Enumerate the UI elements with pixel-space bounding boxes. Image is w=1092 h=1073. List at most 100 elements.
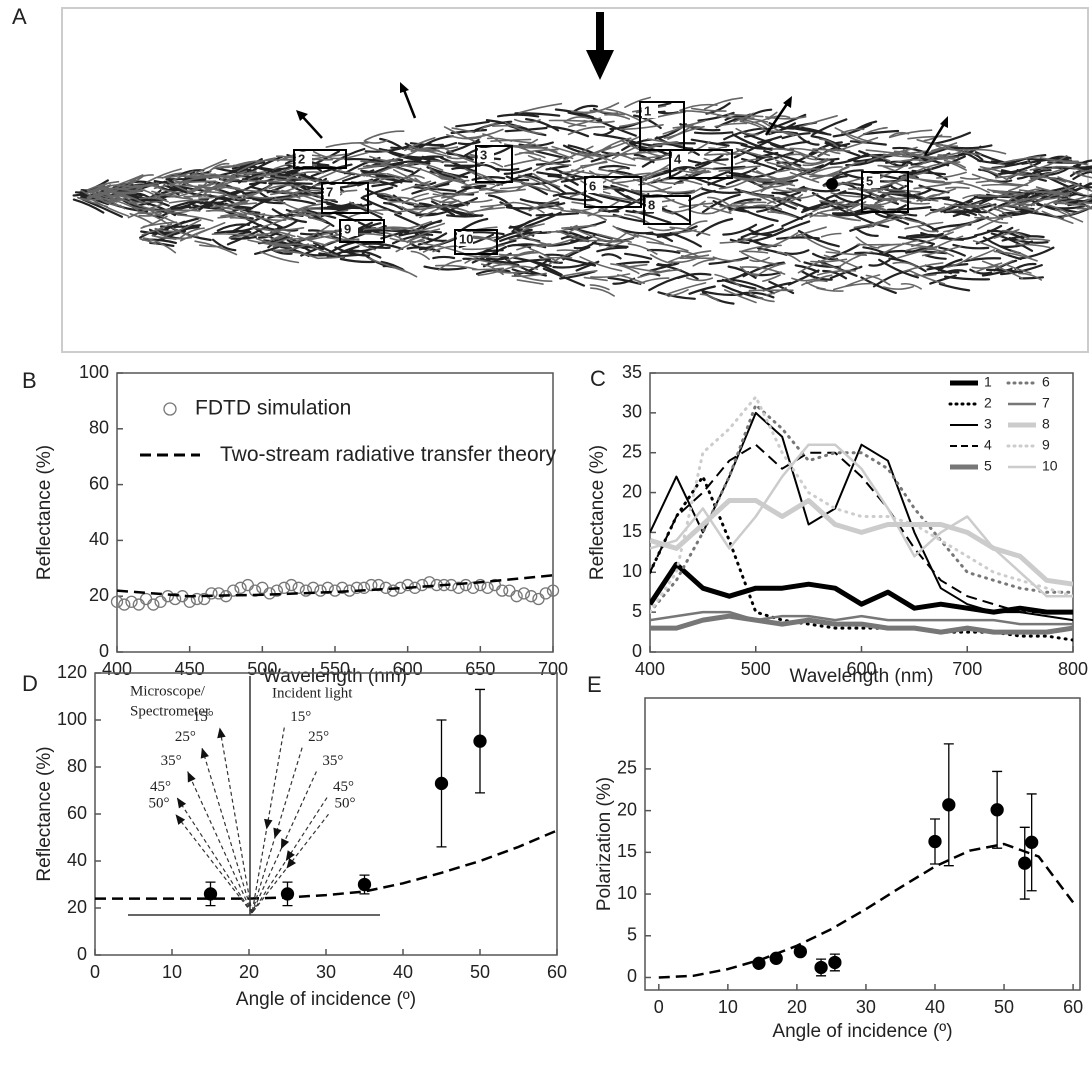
- region-label: 7: [326, 184, 333, 199]
- inset-angle-label: 15°: [193, 709, 214, 725]
- data-point: [769, 951, 783, 965]
- y-tick-label: 5: [632, 601, 642, 621]
- data-point: [828, 955, 842, 970]
- data-point: [481, 581, 494, 594]
- label-bg: [296, 152, 312, 166]
- label-bg: [646, 198, 662, 212]
- data-point: [386, 584, 400, 597]
- y-tick-label: 100: [79, 362, 109, 382]
- y-tick-label: 80: [89, 418, 109, 438]
- data-point: [161, 590, 175, 603]
- data-point: [401, 578, 414, 592]
- y-tick-label: 80: [67, 756, 87, 776]
- tissue-image: [72, 96, 1092, 305]
- series-line: [650, 613, 1073, 635]
- y-tick-label: 15: [622, 521, 642, 541]
- x-tick-label: 600: [846, 659, 876, 679]
- x-tick-label: 30: [316, 962, 336, 982]
- region-label: 5: [866, 173, 873, 188]
- x-tick-label: 60: [1063, 997, 1083, 1017]
- data-point: [510, 590, 523, 603]
- region-box: [475, 145, 513, 183]
- data-point: [256, 581, 269, 594]
- x-axis-title: Angle of incidence (º): [772, 1021, 952, 1042]
- label-bg: [457, 232, 473, 246]
- region-box: [584, 176, 642, 208]
- x-tick-label: 40: [393, 962, 413, 982]
- legend-label: 4: [984, 437, 992, 453]
- inset-label: Microscope/: [130, 683, 206, 699]
- data-point: [118, 598, 131, 611]
- region-box: [639, 101, 685, 151]
- region-box: [454, 229, 498, 255]
- region-label: 4: [674, 151, 682, 166]
- legend-label: 1: [984, 374, 992, 390]
- data-point: [434, 776, 449, 791]
- x-tick-label: 20: [239, 962, 259, 982]
- x-axis-title: Angle of incidence (º): [236, 989, 416, 1010]
- inset-angle-label: 50°: [149, 796, 170, 812]
- data-point: [190, 592, 204, 606]
- data-point: [814, 960, 828, 975]
- fibers-mid: [77, 96, 1092, 304]
- data-point: [466, 581, 480, 594]
- region-label: 8: [648, 197, 655, 212]
- x-tick-label: 10: [718, 997, 738, 1017]
- inset-angle-label: 45°: [150, 779, 171, 795]
- y-tick-label: 15: [617, 841, 637, 861]
- data-point: [336, 581, 349, 594]
- region-box: [321, 182, 369, 214]
- panel-letter: A: [12, 4, 27, 29]
- series-line: [650, 411, 1073, 622]
- data-point: [241, 578, 254, 592]
- x-axis-title: Wavelength (nm): [263, 666, 407, 687]
- inset-angle-label: 50°: [334, 796, 355, 812]
- legend-label: 6: [1042, 374, 1050, 390]
- region-box: [293, 149, 347, 169]
- data-point: [357, 581, 371, 594]
- y-tick-label: 5: [627, 925, 637, 945]
- y-tick-label: 20: [67, 897, 87, 917]
- y-tick-label: 0: [99, 641, 109, 661]
- inset-arrowhead: [176, 797, 187, 809]
- y-tick-label: 10: [617, 883, 637, 903]
- region-label: 2: [298, 151, 305, 166]
- region-label: 1: [644, 103, 651, 118]
- label-bg: [324, 185, 340, 199]
- series-line: [117, 574, 553, 598]
- series-line: [95, 829, 557, 900]
- data-point: [793, 944, 808, 959]
- x-tick-label: 50: [994, 997, 1014, 1017]
- y-tick-label: 40: [89, 529, 109, 549]
- series-line: [650, 443, 1073, 598]
- data-point: [365, 578, 378, 592]
- x-tick-label: 450: [175, 659, 205, 679]
- inset-ray: [219, 727, 253, 914]
- data-point: [110, 595, 124, 608]
- data-point: [270, 584, 284, 597]
- legend-label: 9: [1042, 437, 1050, 453]
- data-point: [1025, 835, 1039, 849]
- legend-label: 3: [984, 416, 992, 432]
- inset-ray: [187, 771, 253, 914]
- panel-letter: D: [22, 671, 38, 696]
- data-point: [277, 581, 291, 594]
- x-tick-label: 700: [538, 659, 568, 679]
- inset-label: Spectrometer: [130, 703, 210, 719]
- y-tick-label: 0: [627, 966, 637, 986]
- data-point: [532, 592, 545, 606]
- x-tick-label: 20: [787, 997, 807, 1017]
- label-bg: [642, 104, 658, 118]
- x-tick-label: 30: [856, 997, 876, 1017]
- y-tick-label: 10: [622, 561, 642, 581]
- data-point: [546, 584, 560, 597]
- region-label: 10: [459, 231, 473, 246]
- plot-frame: [644, 697, 1081, 991]
- x-tick-label: 400: [102, 659, 132, 679]
- data-point: [473, 734, 487, 748]
- inset-ray: [176, 797, 253, 914]
- data-point: [474, 578, 487, 592]
- label-bg: [672, 152, 688, 166]
- y-tick-label: 100: [57, 709, 87, 729]
- x-tick-label: 60: [547, 962, 567, 982]
